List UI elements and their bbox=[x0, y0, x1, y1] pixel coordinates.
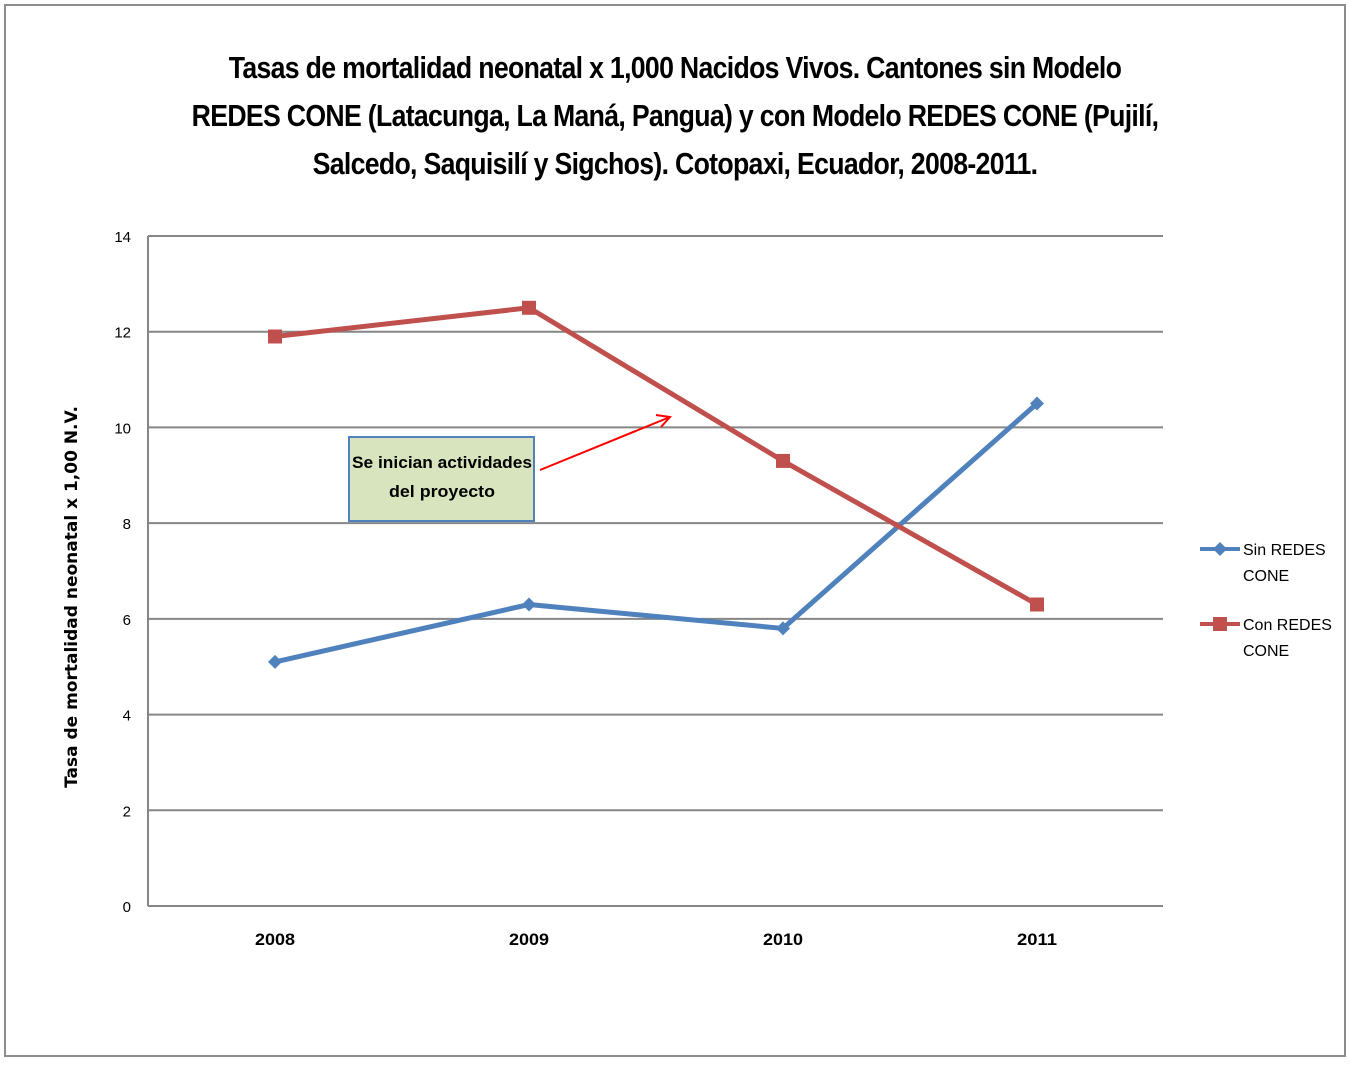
x-tick-label: 2010 bbox=[763, 930, 803, 949]
data-point bbox=[522, 300, 536, 315]
y-tick-label: 14 bbox=[114, 229, 131, 246]
annotation-arrow-head bbox=[655, 414, 672, 428]
data-point bbox=[1030, 396, 1044, 411]
annotation: Se inician actividades del proyecto bbox=[348, 414, 672, 522]
x-tick-labels: 2008 2009 2010 2011 bbox=[255, 930, 1057, 949]
annotation-text-line-1: Se inician actividades bbox=[352, 453, 532, 472]
annotation-arrow bbox=[539, 416, 671, 471]
series-group bbox=[268, 300, 1044, 669]
x-tick-label: 2009 bbox=[509, 930, 549, 949]
chart-frame bbox=[4, 4, 1346, 1057]
series-line bbox=[274, 401, 1039, 665]
series-line bbox=[274, 305, 1039, 607]
legend-item: Sin REDES CONE bbox=[1200, 542, 1326, 585]
data-point bbox=[1030, 597, 1044, 612]
y-tick-label: 0 bbox=[123, 899, 131, 916]
chart-title: Tasas de mortalidad neonatal x 1,000 Nac… bbox=[95, 44, 1256, 188]
data-point bbox=[268, 654, 282, 669]
data-point bbox=[776, 621, 790, 636]
legend-marker bbox=[1213, 542, 1227, 556]
x-tick-label: 2008 bbox=[255, 930, 295, 949]
annotation-box bbox=[348, 436, 535, 522]
legend-label: Con REDES bbox=[1243, 617, 1332, 634]
legend-item: Con REDES CONE bbox=[1200, 617, 1332, 660]
legend-marker bbox=[1213, 617, 1227, 631]
y-tick-label: 6 bbox=[123, 612, 131, 629]
chart-title-line-2: REDES CONE (Latacunga, La Maná, Pangua) … bbox=[191, 98, 1159, 133]
y-tick-label: 12 bbox=[114, 325, 131, 342]
x-tick-label: 2011 bbox=[1017, 930, 1057, 949]
y-tick-label: 8 bbox=[123, 516, 131, 533]
series-1 bbox=[268, 396, 1044, 669]
legend-label: Sin REDES bbox=[1243, 542, 1326, 559]
chart-title-line-1: Tasas de mortalidad neonatal x 1,000 Nac… bbox=[228, 50, 1122, 85]
legend-label: CONE bbox=[1243, 568, 1289, 585]
chart-title-line-3: Salcedo, Saquisilí y Sigchos). Cotopaxi,… bbox=[312, 146, 1038, 181]
y-axis-label: Tasa de mortalidad neonatal x 1,00 N.V. bbox=[62, 406, 82, 788]
axes bbox=[147, 236, 1163, 907]
y-tick-label: 2 bbox=[123, 803, 131, 820]
y-tick-labels: 0 2 4 6 8 10 12 14 bbox=[114, 229, 131, 916]
annotation-text-line-2: del proyecto bbox=[389, 482, 495, 501]
series-2 bbox=[268, 300, 1044, 612]
legend-label: CONE bbox=[1243, 643, 1289, 660]
data-point bbox=[268, 329, 282, 344]
y-tick-label: 4 bbox=[123, 708, 131, 725]
legend: Sin REDES CONE Con REDES CONE bbox=[1200, 542, 1332, 660]
data-point bbox=[776, 453, 790, 468]
y-tick-label: 10 bbox=[114, 420, 131, 437]
gridlines bbox=[148, 235, 1163, 812]
data-point bbox=[522, 597, 536, 612]
